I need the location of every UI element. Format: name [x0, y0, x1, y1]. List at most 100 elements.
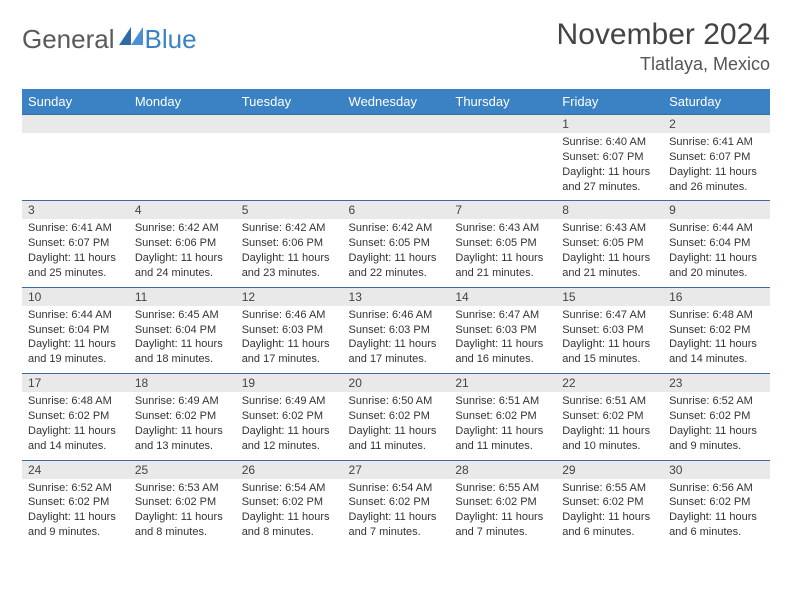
date-number: 3 — [22, 201, 129, 219]
cell-content: Sunrise: 6:41 AMSunset: 6:07 PMDaylight:… — [22, 219, 129, 280]
calendar-cell: 18Sunrise: 6:49 AMSunset: 6:02 PMDayligh… — [129, 374, 236, 460]
cell-content: Sunrise: 6:50 AMSunset: 6:02 PMDaylight:… — [343, 392, 450, 453]
calendar-cell: 26Sunrise: 6:54 AMSunset: 6:02 PMDayligh… — [236, 460, 343, 546]
daylight-text: Daylight: 11 hours and 14 minutes. — [669, 337, 764, 367]
sunrise-text: Sunrise: 6:52 AM — [28, 481, 123, 496]
calendar-cell: 11Sunrise: 6:45 AMSunset: 6:04 PMDayligh… — [129, 287, 236, 373]
cell-content: Sunrise: 6:46 AMSunset: 6:03 PMDaylight:… — [236, 306, 343, 367]
daylight-text: Daylight: 11 hours and 9 minutes. — [669, 424, 764, 454]
daylight-text: Daylight: 11 hours and 17 minutes. — [242, 337, 337, 367]
cell-content — [129, 133, 236, 191]
sunrise-text: Sunrise: 6:40 AM — [562, 135, 657, 150]
sunrise-text: Sunrise: 6:41 AM — [669, 135, 764, 150]
date-number: 11 — [129, 288, 236, 306]
date-number: 14 — [449, 288, 556, 306]
daylight-text: Daylight: 11 hours and 23 minutes. — [242, 251, 337, 281]
logo: General Blue — [22, 24, 197, 55]
cell-content: Sunrise: 6:52 AMSunset: 6:02 PMDaylight:… — [663, 392, 770, 453]
daylight-text: Daylight: 11 hours and 10 minutes. — [562, 424, 657, 454]
cell-content: Sunrise: 6:48 AMSunset: 6:02 PMDaylight:… — [22, 392, 129, 453]
daylight-text: Daylight: 11 hours and 21 minutes. — [562, 251, 657, 281]
calendar-week-row: 3Sunrise: 6:41 AMSunset: 6:07 PMDaylight… — [22, 201, 770, 287]
sunrise-text: Sunrise: 6:47 AM — [562, 308, 657, 323]
sunset-text: Sunset: 6:02 PM — [242, 409, 337, 424]
sunset-text: Sunset: 6:07 PM — [28, 236, 123, 251]
date-number: 15 — [556, 288, 663, 306]
sunset-text: Sunset: 6:06 PM — [135, 236, 230, 251]
cell-content: Sunrise: 6:43 AMSunset: 6:05 PMDaylight:… — [449, 219, 556, 280]
daylight-text: Daylight: 11 hours and 17 minutes. — [349, 337, 444, 367]
date-number: 7 — [449, 201, 556, 219]
cell-content: Sunrise: 6:54 AMSunset: 6:02 PMDaylight:… — [343, 479, 450, 540]
calendar-cell: 30Sunrise: 6:56 AMSunset: 6:02 PMDayligh… — [663, 460, 770, 546]
date-number: 6 — [343, 201, 450, 219]
cell-content: Sunrise: 6:47 AMSunset: 6:03 PMDaylight:… — [449, 306, 556, 367]
daylight-text: Daylight: 11 hours and 20 minutes. — [669, 251, 764, 281]
calendar-cell: 19Sunrise: 6:49 AMSunset: 6:02 PMDayligh… — [236, 374, 343, 460]
calendar-cell: 9Sunrise: 6:44 AMSunset: 6:04 PMDaylight… — [663, 201, 770, 287]
date-number: 18 — [129, 374, 236, 392]
daylight-text: Daylight: 11 hours and 26 minutes. — [669, 165, 764, 195]
daylight-text: Daylight: 11 hours and 8 minutes. — [242, 510, 337, 540]
calendar-week-row: 10Sunrise: 6:44 AMSunset: 6:04 PMDayligh… — [22, 287, 770, 373]
cell-content: Sunrise: 6:40 AMSunset: 6:07 PMDaylight:… — [556, 133, 663, 194]
sunrise-text: Sunrise: 6:42 AM — [242, 221, 337, 236]
cell-content: Sunrise: 6:46 AMSunset: 6:03 PMDaylight:… — [343, 306, 450, 367]
cell-content: Sunrise: 6:42 AMSunset: 6:05 PMDaylight:… — [343, 219, 450, 280]
sunrise-text: Sunrise: 6:43 AM — [455, 221, 550, 236]
date-number: 4 — [129, 201, 236, 219]
date-number: 13 — [343, 288, 450, 306]
daylight-text: Daylight: 11 hours and 25 minutes. — [28, 251, 123, 281]
calendar-cell: 24Sunrise: 6:52 AMSunset: 6:02 PMDayligh… — [22, 460, 129, 546]
sunrise-text: Sunrise: 6:49 AM — [135, 394, 230, 409]
date-number: 10 — [22, 288, 129, 306]
sunset-text: Sunset: 6:03 PM — [242, 323, 337, 338]
sunset-text: Sunset: 6:05 PM — [455, 236, 550, 251]
daylight-text: Daylight: 11 hours and 7 minutes. — [455, 510, 550, 540]
daylight-text: Daylight: 11 hours and 11 minutes. — [349, 424, 444, 454]
sunrise-text: Sunrise: 6:48 AM — [28, 394, 123, 409]
sunset-text: Sunset: 6:02 PM — [562, 495, 657, 510]
cell-content: Sunrise: 6:48 AMSunset: 6:02 PMDaylight:… — [663, 306, 770, 367]
sunrise-text: Sunrise: 6:43 AM — [562, 221, 657, 236]
sunset-text: Sunset: 6:02 PM — [135, 409, 230, 424]
day-header-row: Sunday Monday Tuesday Wednesday Thursday… — [22, 89, 770, 115]
cell-content: Sunrise: 6:55 AMSunset: 6:02 PMDaylight:… — [556, 479, 663, 540]
sunrise-text: Sunrise: 6:52 AM — [669, 394, 764, 409]
cell-content: Sunrise: 6:43 AMSunset: 6:05 PMDaylight:… — [556, 219, 663, 280]
cell-content: Sunrise: 6:54 AMSunset: 6:02 PMDaylight:… — [236, 479, 343, 540]
logo-text-general: General — [22, 24, 115, 55]
calendar-cell: 15Sunrise: 6:47 AMSunset: 6:03 PMDayligh… — [556, 287, 663, 373]
day-header-thursday: Thursday — [449, 89, 556, 115]
cell-content — [449, 133, 556, 191]
sunset-text: Sunset: 6:02 PM — [28, 495, 123, 510]
cell-content: Sunrise: 6:45 AMSunset: 6:04 PMDaylight:… — [129, 306, 236, 367]
calendar-cell: 14Sunrise: 6:47 AMSunset: 6:03 PMDayligh… — [449, 287, 556, 373]
calendar-cell: 3Sunrise: 6:41 AMSunset: 6:07 PMDaylight… — [22, 201, 129, 287]
location: Tlatlaya, Mexico — [557, 54, 770, 75]
cell-content — [22, 133, 129, 191]
day-header-saturday: Saturday — [663, 89, 770, 115]
cell-content: Sunrise: 6:56 AMSunset: 6:02 PMDaylight:… — [663, 479, 770, 540]
date-number: 23 — [663, 374, 770, 392]
daylight-text: Daylight: 11 hours and 11 minutes. — [455, 424, 550, 454]
date-number: 29 — [556, 461, 663, 479]
cell-content: Sunrise: 6:42 AMSunset: 6:06 PMDaylight:… — [236, 219, 343, 280]
cell-content — [343, 133, 450, 191]
calendar-cell: 8Sunrise: 6:43 AMSunset: 6:05 PMDaylight… — [556, 201, 663, 287]
sunrise-text: Sunrise: 6:47 AM — [455, 308, 550, 323]
date-number — [343, 115, 450, 133]
daylight-text: Daylight: 11 hours and 8 minutes. — [135, 510, 230, 540]
day-header-monday: Monday — [129, 89, 236, 115]
sunset-text: Sunset: 6:02 PM — [455, 495, 550, 510]
cell-content: Sunrise: 6:41 AMSunset: 6:07 PMDaylight:… — [663, 133, 770, 194]
sunrise-text: Sunrise: 6:55 AM — [562, 481, 657, 496]
title-block: November 2024 Tlatlaya, Mexico — [557, 18, 770, 75]
day-header-tuesday: Tuesday — [236, 89, 343, 115]
calendar-cell: 29Sunrise: 6:55 AMSunset: 6:02 PMDayligh… — [556, 460, 663, 546]
sunrise-text: Sunrise: 6:56 AM — [669, 481, 764, 496]
sunset-text: Sunset: 6:02 PM — [669, 323, 764, 338]
sunset-text: Sunset: 6:07 PM — [669, 150, 764, 165]
date-number: 8 — [556, 201, 663, 219]
date-number — [236, 115, 343, 133]
